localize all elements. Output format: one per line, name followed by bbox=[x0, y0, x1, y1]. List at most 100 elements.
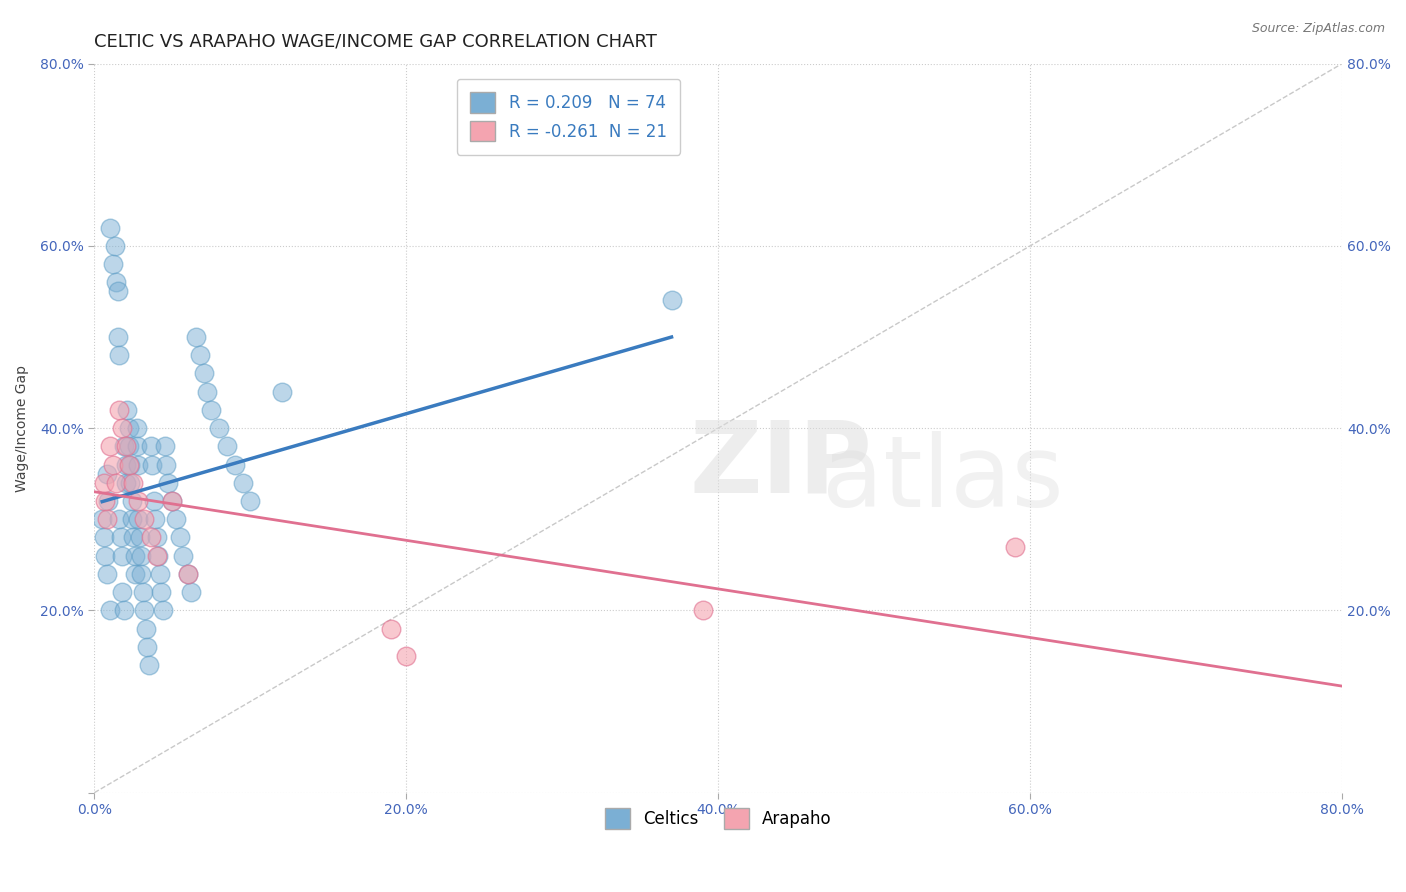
Point bbox=[150, 585, 173, 599]
Point bbox=[139, 531, 162, 545]
Point bbox=[146, 549, 169, 563]
Point bbox=[1004, 540, 1026, 554]
Y-axis label: Wage/Income Gap: Wage/Income Gap bbox=[15, 365, 30, 491]
Point bbox=[177, 566, 200, 581]
Point bbox=[96, 566, 118, 581]
Point bbox=[105, 275, 128, 289]
Point bbox=[122, 531, 145, 545]
Point bbox=[121, 494, 143, 508]
Point bbox=[395, 648, 418, 663]
Point bbox=[136, 640, 159, 654]
Point bbox=[94, 494, 117, 508]
Text: ZIP: ZIP bbox=[689, 416, 872, 513]
Point bbox=[128, 531, 150, 545]
Point bbox=[661, 293, 683, 308]
Point bbox=[93, 475, 115, 490]
Point bbox=[118, 421, 141, 435]
Point bbox=[270, 384, 292, 399]
Point bbox=[152, 603, 174, 617]
Point bbox=[124, 549, 146, 563]
Text: CELTIC VS ARAPAHO WAGE/INCOME GAP CORRELATION CHART: CELTIC VS ARAPAHO WAGE/INCOME GAP CORREL… bbox=[94, 33, 657, 51]
Point bbox=[122, 475, 145, 490]
Point bbox=[215, 439, 238, 453]
Point bbox=[193, 367, 215, 381]
Point bbox=[98, 220, 121, 235]
Point bbox=[155, 458, 177, 472]
Point bbox=[114, 439, 136, 453]
Point bbox=[124, 566, 146, 581]
Point bbox=[172, 549, 194, 563]
Point bbox=[177, 566, 200, 581]
Point bbox=[134, 603, 156, 617]
Point bbox=[125, 421, 148, 435]
Point bbox=[129, 566, 152, 581]
Point bbox=[195, 384, 218, 399]
Point bbox=[156, 475, 179, 490]
Point bbox=[115, 402, 138, 417]
Point bbox=[143, 512, 166, 526]
Point bbox=[112, 439, 135, 453]
Point bbox=[111, 549, 134, 563]
Point bbox=[162, 494, 184, 508]
Point bbox=[105, 475, 128, 490]
Point bbox=[91, 512, 114, 526]
Point bbox=[127, 458, 149, 472]
Point bbox=[93, 531, 115, 545]
Point bbox=[101, 458, 124, 472]
Point bbox=[200, 402, 222, 417]
Point bbox=[125, 439, 148, 453]
Point bbox=[153, 439, 176, 453]
Point bbox=[184, 330, 207, 344]
Point bbox=[104, 239, 127, 253]
Point bbox=[118, 458, 141, 472]
Text: Source: ZipAtlas.com: Source: ZipAtlas.com bbox=[1251, 22, 1385, 36]
Point bbox=[162, 494, 184, 508]
Point bbox=[94, 549, 117, 563]
Point bbox=[190, 348, 212, 362]
Point bbox=[180, 585, 202, 599]
Point bbox=[107, 285, 129, 299]
Point bbox=[146, 531, 169, 545]
Point bbox=[96, 467, 118, 481]
Point bbox=[108, 402, 131, 417]
Point bbox=[120, 458, 142, 472]
Point bbox=[165, 512, 187, 526]
Point bbox=[114, 475, 136, 490]
Point bbox=[98, 603, 121, 617]
Point bbox=[138, 658, 160, 673]
Point bbox=[142, 494, 165, 508]
Point bbox=[692, 603, 714, 617]
Point bbox=[127, 512, 149, 526]
Point bbox=[169, 531, 191, 545]
Point bbox=[114, 458, 136, 472]
Point bbox=[118, 439, 141, 453]
Point bbox=[132, 585, 155, 599]
Point bbox=[139, 439, 162, 453]
Point bbox=[149, 566, 172, 581]
Point bbox=[120, 475, 142, 490]
Point bbox=[108, 512, 131, 526]
Point bbox=[239, 494, 262, 508]
Point bbox=[135, 622, 157, 636]
Point bbox=[134, 512, 156, 526]
Text: atlas: atlas bbox=[823, 431, 1064, 528]
Point bbox=[96, 512, 118, 526]
Point bbox=[112, 603, 135, 617]
Point bbox=[111, 585, 134, 599]
Point bbox=[111, 421, 134, 435]
Point bbox=[121, 512, 143, 526]
Point bbox=[98, 439, 121, 453]
Point bbox=[380, 622, 402, 636]
Point bbox=[232, 475, 254, 490]
Point bbox=[208, 421, 231, 435]
Point bbox=[107, 330, 129, 344]
Point bbox=[110, 531, 132, 545]
Point bbox=[141, 458, 163, 472]
Point bbox=[108, 348, 131, 362]
Point bbox=[148, 549, 170, 563]
Point bbox=[101, 257, 124, 271]
Point bbox=[97, 494, 120, 508]
Point bbox=[224, 458, 246, 472]
Point bbox=[127, 494, 149, 508]
Point bbox=[129, 549, 152, 563]
